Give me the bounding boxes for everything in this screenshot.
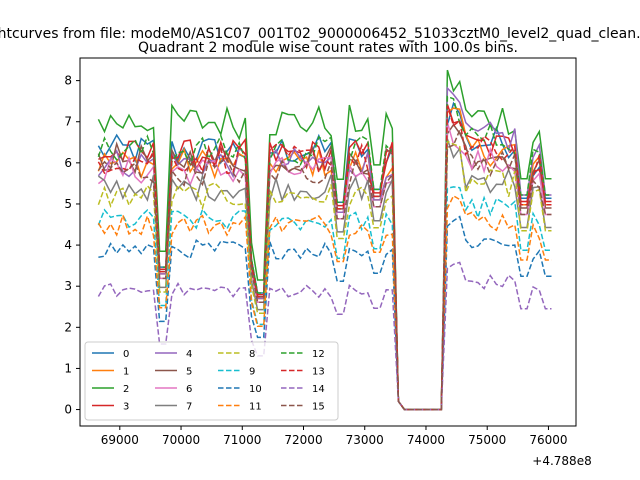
series-line-7 — [97, 138, 552, 411]
legend-label-0: 0 — [123, 349, 129, 360]
legend-label-7: 7 — [186, 402, 192, 413]
legend-label-8: 8 — [249, 349, 255, 360]
legend-label-9: 9 — [249, 367, 255, 378]
legend-label-14: 14 — [312, 384, 325, 395]
y-tick-label: 3 — [64, 279, 72, 293]
legend-label-13: 13 — [312, 367, 325, 378]
axes-frame — [79, 57, 577, 427]
x-tick-label: 72000 — [284, 433, 322, 447]
chart-title: Quadrant 2 module wise count rates with … — [138, 40, 518, 56]
legend-label-12: 12 — [312, 349, 325, 360]
x-tick-label: 69000 — [101, 433, 139, 447]
series-line-15 — [97, 128, 552, 411]
series-line-12 — [97, 95, 552, 411]
y-tick-label: 0 — [64, 403, 72, 417]
x-tick-label: 74000 — [407, 433, 445, 447]
y-tick-label: 4 — [64, 238, 72, 252]
figure-suptitle: Lightcurves from file: modeM0/AS1C07_001… — [0, 26, 640, 42]
y-tick-label: 1 — [64, 361, 72, 375]
y-axis: 0 1 2 3 4 5 6 7 8 — [64, 74, 80, 417]
legend-label-11: 11 — [249, 402, 262, 413]
x-tick-label: 73000 — [346, 433, 384, 447]
legend-label-2: 2 — [123, 384, 129, 395]
plot-lines — [97, 69, 552, 411]
legend-label-15: 15 — [312, 402, 325, 413]
series-line-1 — [97, 107, 552, 411]
series-line-2 — [97, 69, 552, 411]
y-tick-label: 7 — [64, 115, 72, 129]
legend-label-4: 4 — [186, 349, 192, 360]
legend-label-5: 5 — [186, 367, 192, 378]
y-tick-label: 5 — [64, 197, 72, 211]
x-tick-label: 71000 — [223, 433, 261, 447]
legend-label-10: 10 — [249, 384, 262, 395]
y-tick-label: 8 — [64, 74, 72, 88]
x-tick-label: 70000 — [162, 433, 200, 447]
y-tick-label: 6 — [64, 156, 72, 170]
series-line-14 — [97, 261, 552, 411]
legend-box — [84, 341, 339, 421]
y-tick-label: 2 — [64, 320, 72, 334]
series-line-8 — [97, 140, 552, 411]
legend-label-1: 1 — [123, 367, 129, 378]
series-line-9 — [97, 186, 552, 411]
x-axis: 69000 70000 71000 72000 73000 74000 75000 76000 — [101, 426, 568, 447]
series-line-11 — [97, 194, 552, 411]
series-line-0 — [97, 101, 552, 411]
x-tick-label: 76000 — [529, 433, 567, 447]
legend-label-6: 6 — [186, 384, 192, 395]
series-line-10 — [98, 215, 552, 411]
x-tick-label: 75000 — [468, 433, 506, 447]
x-offset-text: +4.788e8 — [532, 454, 591, 468]
series-line-13 — [97, 105, 552, 411]
legend-label-3: 3 — [123, 402, 129, 413]
